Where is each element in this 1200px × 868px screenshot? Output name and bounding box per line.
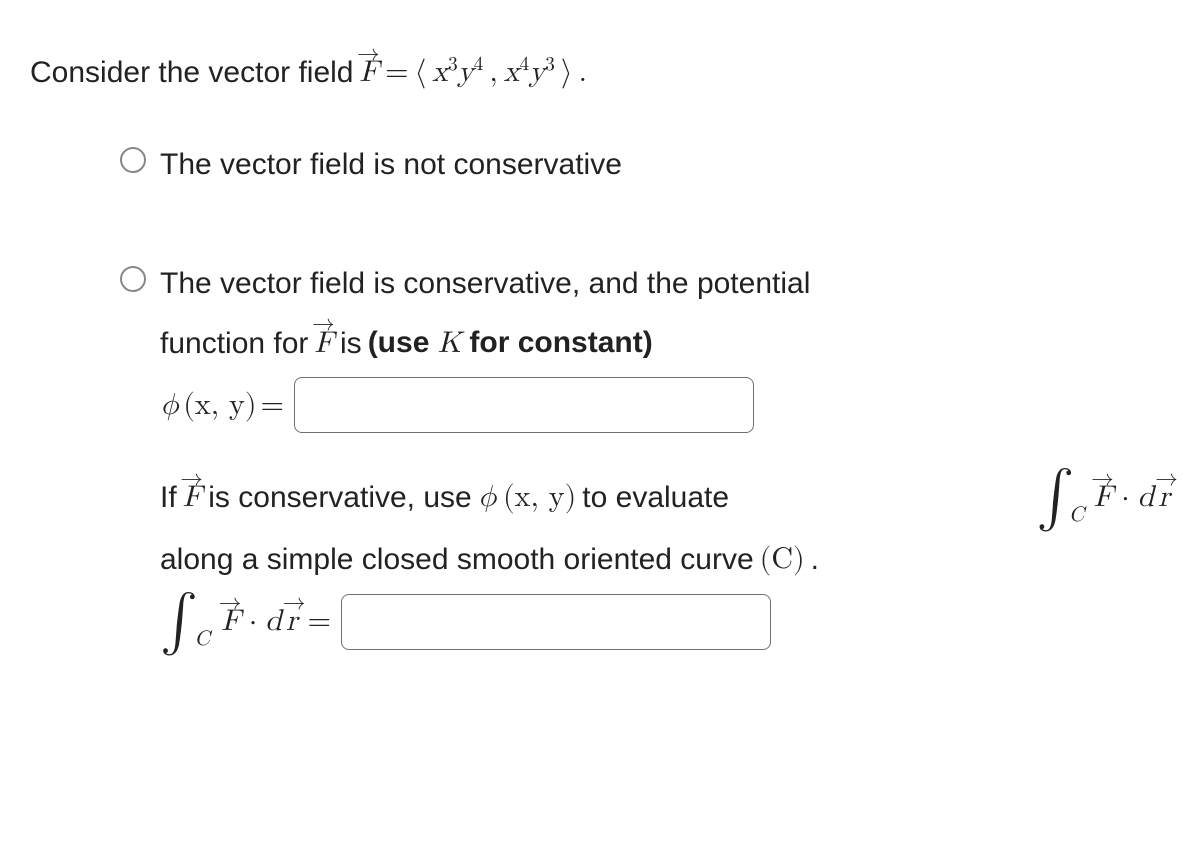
- integral-input-row: ∫ C F→ · dr→ =: [160, 593, 1170, 650]
- vector-arrow-icon: →: [180, 460, 203, 498]
- stem-text: Consider the vector field: [30, 50, 354, 95]
- comma: ,: [489, 50, 497, 95]
- radio-icon[interactable]: [120, 147, 146, 173]
- option-b-line1: The vector field is conservative, and th…: [160, 258, 1170, 309]
- subpart-line2: along a simple closed smooth oriented cu…: [160, 534, 1170, 585]
- vector-F: F→: [183, 472, 203, 523]
- vector-arrow-icon: →: [219, 584, 242, 622]
- subpart-line1: If F→ is conservative, use ϕ(x, y) to ev…: [160, 469, 1170, 526]
- integral-answer-input[interactable]: [341, 594, 771, 650]
- component-1: x3y4: [432, 50, 483, 95]
- phi-label: ϕ(x, y) =: [160, 380, 284, 431]
- option-not-conservative[interactable]: The vector field is not conservative: [120, 139, 1170, 190]
- vector-arrow-icon: →: [357, 38, 380, 72]
- question-stem: Consider the vector field F→ = ⟨ x3y4 , …: [30, 50, 1170, 95]
- integral-label: ∫ C F→ · dr→ =: [160, 593, 331, 650]
- integral-icon: ∫: [160, 593, 198, 650]
- component-2: x4y3: [504, 50, 555, 95]
- vector-arrow-icon: →: [1091, 460, 1114, 498]
- option-b-body: The vector field is conservative, and th…: [160, 258, 1170, 658]
- vector-arrow-icon: →: [312, 305, 335, 343]
- right-angle-bracket: ⟩: [561, 50, 573, 95]
- equals-sign: =: [385, 50, 408, 95]
- question-container: Consider the vector field F→ = ⟨ x3y4 , …: [0, 0, 1200, 728]
- vector-r: r→: [1158, 472, 1170, 523]
- subpart-integral: If F→ is conservative, use ϕ(x, y) to ev…: [160, 469, 1170, 650]
- vector-arrow-icon: →: [1155, 460, 1178, 498]
- vector-F: F→: [360, 50, 380, 95]
- options-group: The vector field is not conservative The…: [30, 139, 1170, 658]
- option-b-line2: function for F→ is (use K for constant): [160, 317, 1170, 369]
- phi-answer-input[interactable]: [294, 377, 754, 433]
- vector-arrow-icon: →: [283, 584, 306, 622]
- vector-r: r→: [286, 596, 298, 647]
- phi-input-row: ϕ(x, y) =: [160, 377, 1170, 433]
- stem-period: .: [579, 50, 587, 95]
- vector-F: F→: [221, 596, 241, 647]
- radio-icon[interactable]: [120, 266, 146, 292]
- vector-F: F→: [314, 318, 334, 369]
- option-conservative[interactable]: The vector field is conservative, and th…: [120, 258, 1170, 658]
- integral-icon: ∫: [1036, 469, 1074, 526]
- left-angle-bracket: ⟨: [414, 50, 426, 95]
- option-a-text: The vector field is not conservative: [160, 148, 622, 181]
- constant-hint: (use K for constant): [368, 317, 653, 369]
- line-integral-expr: ∫ C F→ · dr→: [1036, 469, 1170, 526]
- option-a-body: The vector field is not conservative: [160, 139, 1170, 190]
- vector-F: F→: [1094, 472, 1114, 523]
